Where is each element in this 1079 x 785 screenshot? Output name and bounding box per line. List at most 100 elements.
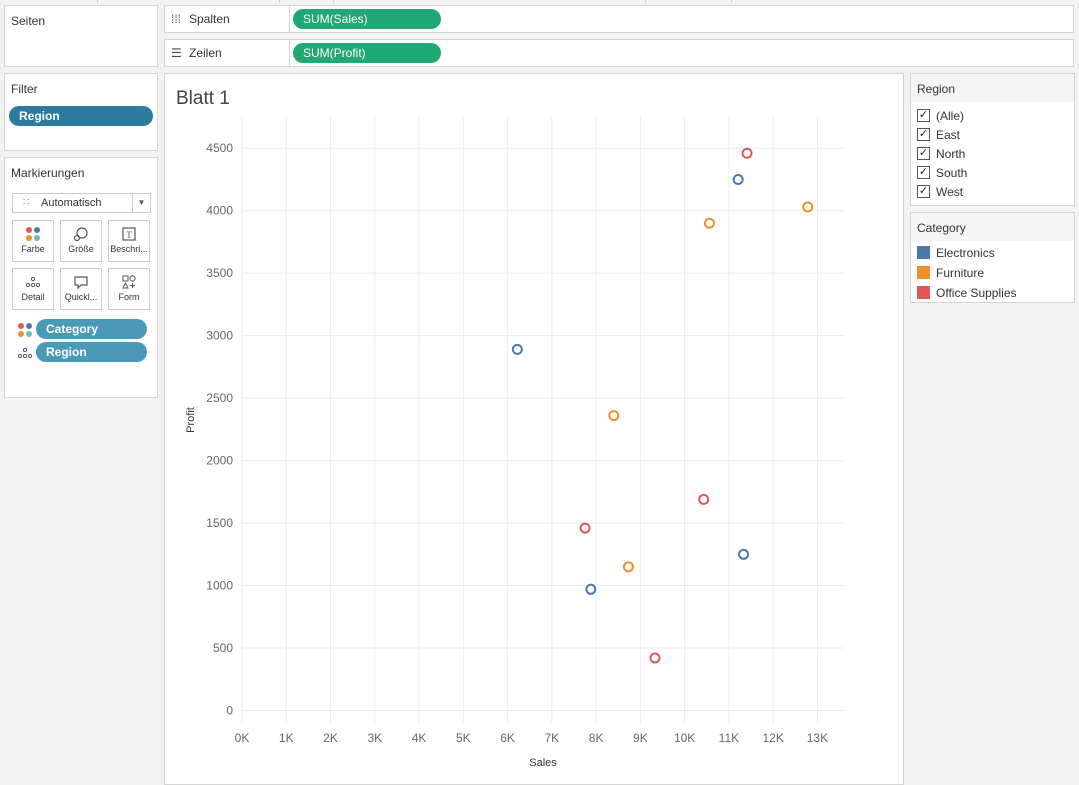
pages-panel[interactable]: Seiten [4,5,158,67]
checkbox-icon[interactable]: ✓ [917,109,930,123]
x-tick-label: 4K [412,731,427,745]
checkbox-icon[interactable]: ✓ [917,185,930,199]
region-filter-item[interactable]: ✓ East [917,126,960,144]
y-tick-label: 4500 [206,141,233,155]
region-filter-item[interactable]: ✓ West [917,183,963,201]
mark-type-value: Automatisch [41,197,102,209]
category-legend-item-label: Furniture [936,266,985,280]
color-button[interactable]: Farbe [12,220,54,262]
data-point[interactable] [698,493,710,505]
x-tick-label: 11K [719,731,739,745]
svg-text:T: T [126,230,132,240]
label-button-label: Beschri... [110,244,148,254]
data-point[interactable] [741,147,753,159]
rows-shelf[interactable]: ☰ Zeilen SUM(Profit) [164,39,1074,67]
label-button[interactable]: T Beschri... [108,220,150,262]
data-point[interactable] [585,583,597,595]
detail-icon [13,274,53,292]
x-tick-label: 13K [807,731,828,745]
rows-divider [289,40,290,66]
columns-pill-sum-sales[interactable]: SUM(Sales) [293,9,441,29]
marks-pill-category[interactable]: Category [36,319,147,339]
region-filter-item-label: North [936,147,966,161]
region-filter-card: Region ✓ (Alle) ✓ East ✓ North ✓ South ✓ West [910,73,1075,206]
x-tick-label: 8K [589,731,604,745]
scatter-plot[interactable]: 0K 1K 2K 3K 4K 5K 6K 7K 8K 9K 10K 11K 12K 13K 0 500 1000… [165,74,903,784]
category-legend-item-label: Office Supplies [936,286,1017,300]
x-tick-label: 2K [323,731,338,745]
size-button[interactable]: Größe [60,220,102,262]
y-tick-label: 3500 [206,266,233,280]
region-detail-icon [17,345,33,366]
region-filter-item-label: (Alle) [936,109,965,123]
data-point[interactable] [802,201,814,213]
y-tick-label: 2500 [206,391,233,405]
checkbox-icon[interactable]: ✓ [917,147,930,161]
worksheet-view: Blatt 1 0K 1K 2K 3K 4K 5K 6K 7K 8K 9K 10K 11K 12K 13K… [164,73,904,785]
x-tick-label: 5K [456,731,471,745]
x-tick-label: 12K [762,731,783,745]
tooltip-icon [61,274,101,292]
data-point[interactable] [703,217,715,229]
label-icon: T [109,226,149,244]
category-legend-header [911,213,1074,241]
data-point[interactable] [608,410,620,422]
shape-button-label: Form [118,292,140,302]
x-tick-label: 9K [633,731,648,745]
columns-divider [289,6,290,32]
sheet-title[interactable]: Blatt 1 [176,88,230,109]
color-button-label: Farbe [21,244,45,254]
shape-icon [109,274,149,292]
legend-swatch [917,286,930,300]
category-legend: Category Electronics Furniture Office Supp… [910,212,1075,303]
columns-label-text: Spalten [189,12,230,26]
detail-button-label: Detail [21,292,45,302]
region-filter-item[interactable]: ✓ (Alle) [917,107,964,125]
category-legend-item[interactable]: Furniture [917,264,984,282]
y-tick-label: 3000 [206,329,233,343]
pages-title: Seiten [11,14,46,28]
size-button-label: Größe [68,244,94,254]
filter-pill-region[interactable]: Region [9,106,153,126]
marks-pill-region[interactable]: Region [36,342,147,362]
tooltip-button[interactable]: Quickl... [60,268,102,310]
data-point[interactable] [738,548,750,560]
detail-button[interactable]: Detail [12,268,54,310]
mark-type-icon: ∷ [23,197,30,208]
filters-panel[interactable]: Filter Region [4,73,158,151]
filters-title: Filter [11,82,38,96]
data-point[interactable] [732,173,744,185]
region-filter-item[interactable]: ✓ South [917,164,967,182]
chevron-down-icon[interactable]: ▼ [132,194,150,212]
data-point[interactable] [622,561,634,573]
category-legend-item-label: Electronics [936,246,995,260]
data-point[interactable] [511,343,523,355]
category-legend-item[interactable]: Office Supplies [917,284,1017,302]
x-tick-label: 6K [500,731,515,745]
columns-shelf[interactable]: ⁞⁞⁞ Spalten SUM(Sales) [164,5,1074,33]
tooltip-button-label: Quickl... [64,292,98,302]
shape-button[interactable]: Form [108,268,150,310]
rows-label: ☰ Zeilen [171,40,222,66]
x-tick-label: 3K [367,731,382,745]
category-legend-item[interactable]: Electronics [917,244,995,262]
size-icon [61,226,101,244]
x-tick-label: 1K [279,731,294,745]
data-point[interactable] [649,652,661,664]
y-tick-label: 500 [213,641,233,655]
checkbox-icon[interactable]: ✓ [917,128,930,142]
mark-type-dropdown[interactable]: ∷ Automatisch ▼ [12,193,151,213]
category-legend-title: Category [917,221,966,235]
data-point[interactable] [579,522,591,534]
top-ruler [0,0,1079,3]
region-filter-item-label: East [936,128,961,142]
color-dots-icon [13,226,53,244]
checkbox-icon[interactable]: ✓ [917,166,930,180]
y-axis-title: Profit [185,407,197,433]
columns-label: ⁞⁞⁞ Spalten [171,6,230,32]
rows-icon: ☰ [171,46,182,60]
marks-panel: Markierungen ∷ Automatisch ▼ Farbe Größe… [4,157,158,398]
rows-pill-sum-profit[interactable]: SUM(Profit) [293,43,441,63]
region-filter-item[interactable]: ✓ North [917,145,965,163]
rows-label-text: Zeilen [189,46,222,60]
